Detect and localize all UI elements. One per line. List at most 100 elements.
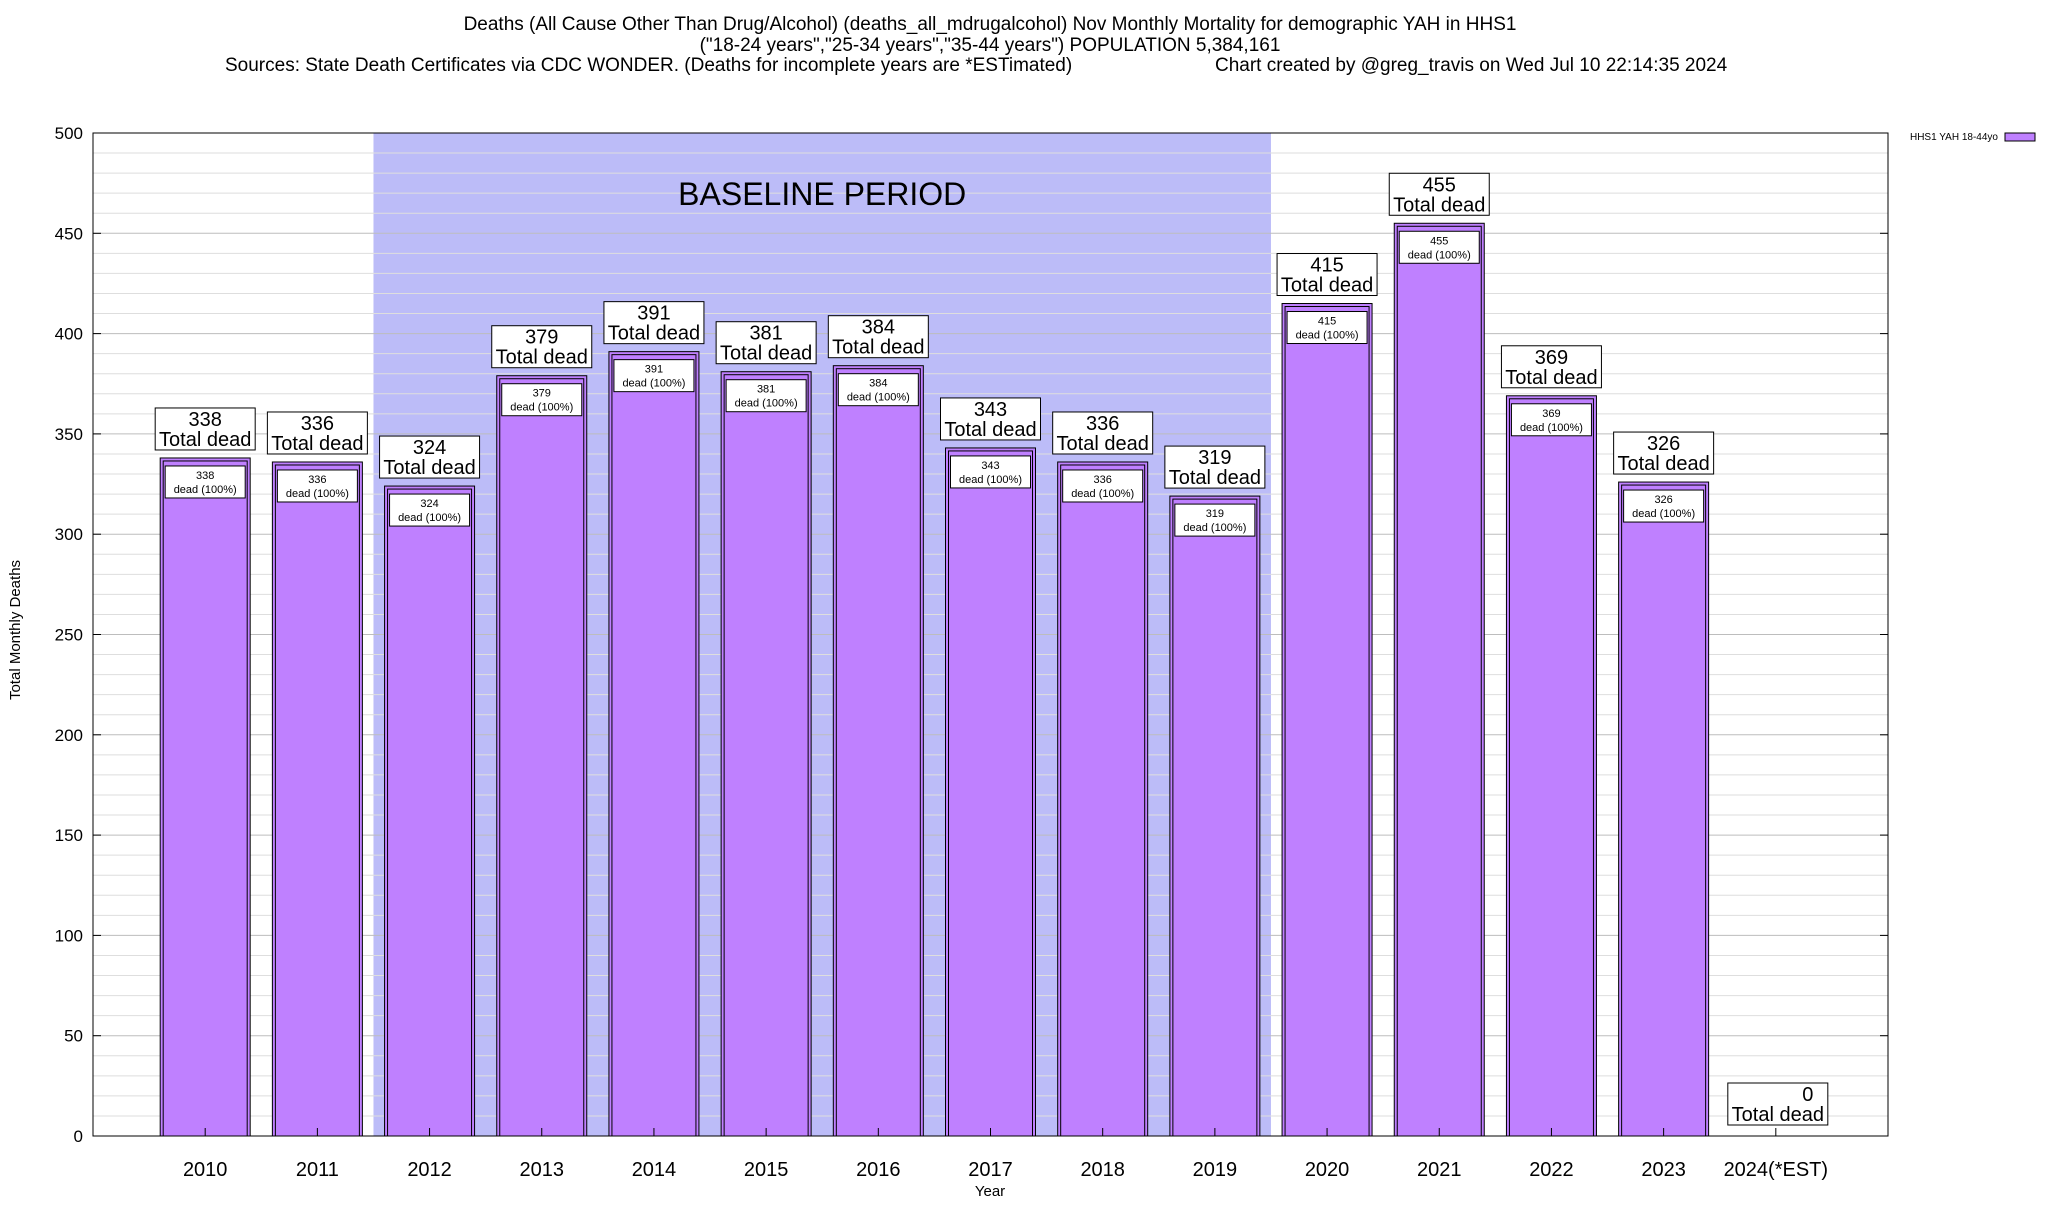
top-label-value: 338 — [189, 409, 222, 431]
x-tick-label: 2018 — [1080, 1159, 1125, 1181]
x-tick-label: 2017 — [968, 1159, 1013, 1181]
x-tick-label: 2024(*EST) — [1724, 1159, 1829, 1181]
inner-label-value: 324 — [420, 498, 438, 510]
top-label-box — [266, 411, 368, 455]
top-label-value: 379 — [525, 327, 558, 349]
inner-label-text: dead (100%) — [959, 474, 1022, 486]
inner-label-box — [1510, 403, 1592, 437]
top-label-text: Total dead — [1169, 467, 1261, 489]
top-label-box — [1276, 253, 1378, 297]
x-tick-label: 2013 — [520, 1159, 565, 1181]
chart-title-line1: Deaths (All Cause Other Than Drug/Alcoho… — [464, 14, 1517, 35]
y-tick-label: 250 — [55, 626, 83, 645]
inner-label-value: 369 — [1542, 408, 1560, 420]
top-label-text: Total dead — [1281, 275, 1373, 297]
inner-label-box — [725, 379, 807, 413]
inner-label-value: 381 — [757, 384, 775, 396]
x-tick-label: 2012 — [407, 1159, 452, 1181]
y-tick-label: 350 — [55, 425, 83, 444]
y-tick-label: 0 — [74, 1127, 83, 1146]
inner-label-box — [1062, 469, 1144, 503]
top-label-box — [1052, 411, 1154, 455]
inner-label-box — [501, 383, 583, 417]
inner-label-value: 326 — [1654, 494, 1672, 506]
top-label-box — [1500, 345, 1602, 389]
x-tick-label: 2019 — [1193, 1159, 1238, 1181]
inner-label-value: 455 — [1430, 235, 1448, 247]
top-label-box — [1388, 172, 1490, 216]
x-tick-label: 2021 — [1417, 1159, 1462, 1181]
top-label-text: Total dead — [383, 457, 475, 479]
bar — [384, 485, 476, 1137]
chart-credit: Chart created by @greg_travis on Wed Jul… — [1215, 55, 1728, 76]
y-tick-label: 150 — [55, 826, 83, 845]
inner-label-value: 391 — [645, 364, 663, 376]
top-label-text: Total dead — [832, 337, 924, 359]
inner-label-text: dead (100%) — [622, 378, 685, 390]
x-tick-label: 2010 — [183, 1159, 228, 1181]
top-label-text: Total dead — [1505, 367, 1597, 389]
inner-label-text: dead (100%) — [286, 488, 349, 500]
inner-label-text: dead (100%) — [847, 392, 910, 404]
inner-label-value: 415 — [1318, 316, 1336, 328]
inner-label-box — [837, 373, 919, 407]
top-label-text: Total dead — [720, 343, 812, 365]
inner-label-text: dead (100%) — [174, 484, 237, 496]
top-label-value: 336 — [1086, 413, 1119, 435]
top-label-box — [491, 325, 593, 369]
inner-label-text: dead (100%) — [1632, 508, 1695, 520]
top-label-value: 415 — [1310, 255, 1343, 277]
x-axis-label: Year — [975, 1183, 1005, 1200]
bar — [1281, 303, 1373, 1137]
inner-label-box — [1623, 489, 1705, 523]
inner-label-value: 379 — [533, 388, 551, 400]
y-tick-label: 500 — [55, 124, 83, 143]
inner-label-box — [1174, 503, 1256, 537]
top-label-box — [379, 435, 481, 479]
chart-title-line2: ("18-24 years","25-34 years","35-44 year… — [700, 35, 1281, 56]
top-label-box — [1164, 445, 1266, 489]
inner-label-box — [1398, 230, 1480, 264]
inner-label-value: 336 — [1094, 474, 1112, 486]
top-label-text: Total dead — [944, 419, 1036, 441]
top-label-box — [827, 315, 929, 359]
top-label-value: 0 — [1802, 1084, 1813, 1106]
bar — [1393, 222, 1485, 1137]
top-label-box — [715, 321, 817, 365]
top-label-text: Total dead — [1732, 1104, 1824, 1126]
inner-label-box — [613, 359, 695, 393]
bar — [271, 461, 363, 1137]
top-label-box — [603, 301, 705, 345]
bar — [945, 447, 1036, 1137]
x-tick-label: 2016 — [856, 1159, 901, 1181]
bar — [1618, 481, 1710, 1137]
top-label-box — [1727, 1082, 1829, 1126]
y-tick-label: 50 — [64, 1027, 83, 1046]
x-tick-label: 2023 — [1641, 1159, 1686, 1181]
top-label-value: 369 — [1535, 347, 1568, 369]
inner-label-text: dead (100%) — [735, 398, 798, 410]
x-tick-label: 2022 — [1529, 1159, 1574, 1181]
baseline-period-label: BASELINE PERIOD — [678, 176, 966, 212]
inner-label-box — [389, 493, 471, 527]
top-label-text: Total dead — [271, 433, 363, 455]
plot-area: BASELINE PERIOD 0 50 100 150 200 250 300 350 400 4… — [55, 124, 1889, 1181]
y-axis-label: Total Monthly Deaths — [7, 560, 24, 700]
top-label-value: 391 — [637, 303, 670, 325]
inner-label-value: 384 — [869, 378, 887, 390]
plot-frame — [92, 132, 1889, 1137]
x-tick-label: 2015 — [744, 1159, 789, 1181]
inner-label-box — [1286, 311, 1368, 345]
top-label-value: 336 — [301, 413, 334, 435]
y-tick-label: 400 — [55, 325, 83, 344]
inner-label-box — [950, 455, 1031, 489]
chart-sources: Sources: State Death Certificates via CD… — [225, 55, 1072, 76]
top-label-text: Total dead — [1617, 453, 1709, 475]
inner-label-text: dead (100%) — [510, 402, 573, 414]
inner-label-text: dead (100%) — [398, 512, 461, 524]
legend: HHS1 YAH 18-44yo — [1910, 132, 2036, 143]
top-label-value: 455 — [1423, 174, 1456, 196]
x-tick-label: 2020 — [1305, 1159, 1350, 1181]
y-tick-label: 300 — [55, 525, 83, 544]
